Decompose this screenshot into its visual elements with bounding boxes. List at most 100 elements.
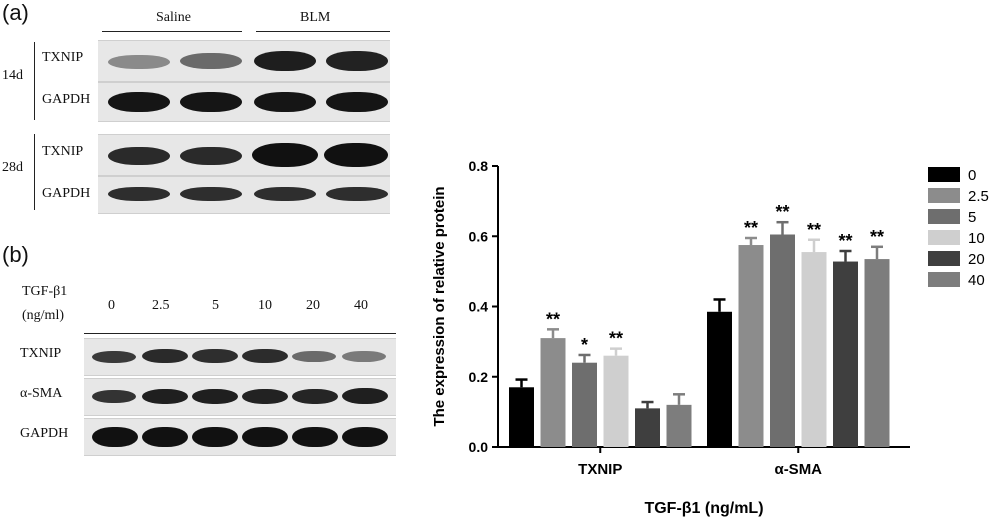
bar <box>738 245 764 447</box>
blot-gapdh-b <box>84 418 396 456</box>
band <box>92 351 136 363</box>
bar <box>770 234 795 447</box>
bar-chart: 0.0 0.2 0.4 0.6 0.8 The expression of relativ… <box>431 158 989 517</box>
row-label-gapdh-b: GAPDH <box>20 426 69 441</box>
bar <box>666 404 692 447</box>
row-label-gapdh-28d: GAPDH <box>42 186 91 201</box>
time-label-28d: 28d <box>2 160 23 175</box>
y-tick-label: 0.8 <box>469 158 489 174</box>
band <box>92 390 136 403</box>
bracket-14d <box>34 42 35 120</box>
band <box>342 427 388 447</box>
dose-label: 40 <box>354 298 368 313</box>
blot-asma-b <box>84 378 396 416</box>
band <box>108 187 170 201</box>
y-tick-label: 0.6 <box>469 228 489 244</box>
x-axis-title: TGF-β1 (ng/mL) <box>644 500 763 517</box>
legend-swatch <box>928 188 960 203</box>
band <box>192 389 238 404</box>
band <box>254 51 316 71</box>
band <box>326 51 388 71</box>
blot-gapdh-28d <box>98 176 390 214</box>
group-label-blm: BLM <box>300 10 331 25</box>
panel-b-label: (b) <box>2 242 29 267</box>
dose-header-line2: (ng/ml) <box>22 308 64 323</box>
band <box>242 427 288 447</box>
significance-marker: ** <box>775 202 789 222</box>
significance-marker: ** <box>609 329 623 349</box>
significance-marker: ** <box>744 218 758 238</box>
significance-marker: ** <box>807 220 821 240</box>
band <box>142 427 188 447</box>
y-axis-title: The expression of relative protein <box>431 186 448 426</box>
row-label-asma-b: α-SMA <box>20 386 63 401</box>
dose-label: 20 <box>306 298 320 313</box>
band <box>342 351 386 362</box>
significance-marker: ** <box>546 309 560 329</box>
band <box>292 427 338 447</box>
band <box>92 427 138 447</box>
bar <box>572 362 597 447</box>
legend-label: 40 <box>968 272 985 289</box>
band <box>180 92 242 112</box>
band <box>180 53 242 69</box>
bar <box>864 259 890 447</box>
legend-swatch <box>928 209 960 224</box>
group-line-blm <box>256 31 390 32</box>
significance-marker: * <box>581 335 588 355</box>
legend-label: 20 <box>968 251 985 268</box>
legend-label: 10 <box>968 230 985 247</box>
y-tick-label: 0.0 <box>469 439 489 455</box>
y-tick-label: 0.2 <box>469 369 489 385</box>
band <box>326 92 388 112</box>
dose-header-line1: TGF-β1 <box>22 284 68 299</box>
band <box>242 389 288 404</box>
row-label-gapdh-14d: GAPDH <box>42 92 91 107</box>
row-label-txnip-14d: TXNIP <box>42 50 84 65</box>
bar <box>603 355 629 447</box>
bar <box>635 408 660 447</box>
band <box>180 147 242 165</box>
band <box>242 349 288 363</box>
bar <box>801 252 827 447</box>
panel-a-label: (a) <box>2 0 29 25</box>
dose-label: 5 <box>212 298 219 313</box>
band <box>292 351 336 362</box>
significance-marker: ** <box>838 231 852 251</box>
band <box>108 55 170 69</box>
row-label-txnip-b: TXNIP <box>20 346 62 361</box>
legend-label: 2.5 <box>968 188 989 205</box>
dose-divider <box>84 333 396 334</box>
band <box>342 388 388 404</box>
legend-swatch <box>928 230 960 245</box>
band <box>326 187 388 201</box>
row-label-txnip-28d: TXNIP <box>42 144 84 159</box>
band <box>254 92 316 112</box>
y-tick-label: 0.4 <box>469 299 489 315</box>
legend-label: 0 <box>968 167 976 184</box>
legend-label: 5 <box>968 209 976 226</box>
band <box>254 187 316 201</box>
dose-label: 0 <box>108 298 115 313</box>
legend-swatch <box>928 251 960 266</box>
blot-txnip-b <box>84 338 396 376</box>
band <box>324 143 388 167</box>
dose-label: 2.5 <box>152 298 170 313</box>
band <box>192 427 238 447</box>
band <box>292 389 338 404</box>
time-label-14d: 14d <box>2 68 23 83</box>
bar <box>707 311 732 447</box>
legend-swatch <box>928 272 960 287</box>
band <box>192 349 238 363</box>
bar <box>540 338 566 447</box>
bracket-28d <box>34 134 35 210</box>
band <box>142 389 188 404</box>
band <box>252 143 318 167</box>
band <box>180 187 242 201</box>
group-line-saline <box>102 31 242 32</box>
x-category-label: α-SMA <box>774 461 822 478</box>
band <box>108 92 170 112</box>
band <box>142 349 188 363</box>
significance-marker: ** <box>870 227 884 247</box>
blot-txnip-14d <box>98 40 390 82</box>
